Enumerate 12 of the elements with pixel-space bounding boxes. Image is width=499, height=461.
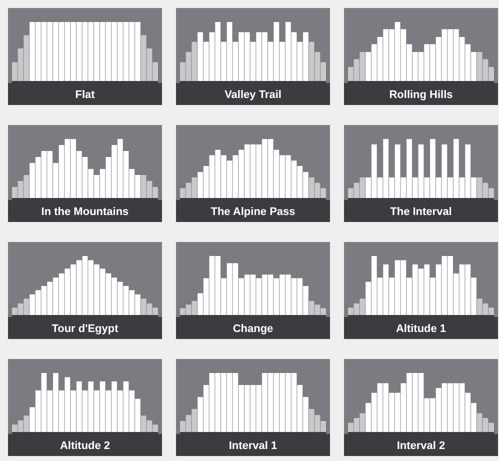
text: Altitude 1 [396, 322, 446, 335]
text: Tour d'Egypt [52, 322, 119, 335]
text: In the Mountains [41, 206, 129, 218]
text: Valley Trail [224, 88, 282, 101]
text: The Interval [390, 206, 452, 218]
text: Interval 1 [228, 440, 278, 452]
text: Rolling Hills [389, 88, 453, 101]
text: The Alpine Pass [210, 206, 296, 218]
text: Change [232, 322, 274, 335]
text: Interval 2 [396, 440, 446, 452]
text: Flat [75, 88, 96, 101]
text: Altitude 2 [60, 440, 110, 452]
